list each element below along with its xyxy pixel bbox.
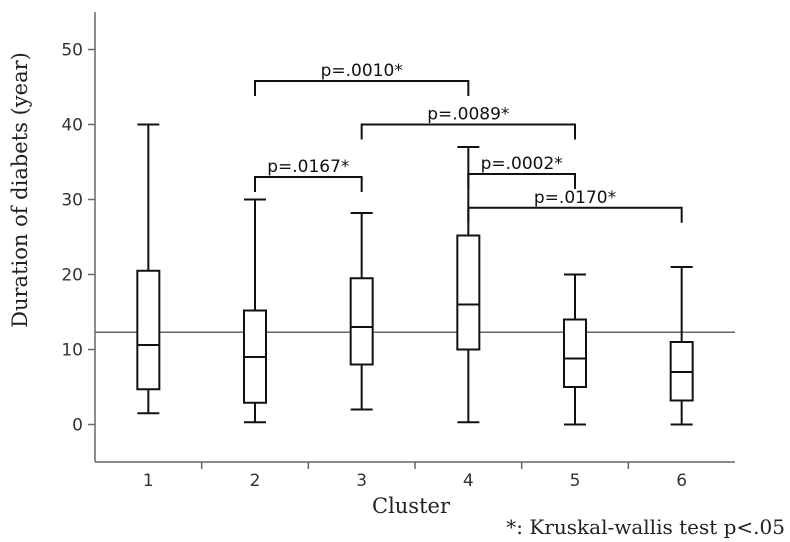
x-tick-label: 1 (143, 471, 154, 491)
comparison-p-value: p=.0002* (481, 154, 563, 174)
box-cluster-6 (671, 267, 693, 425)
y-tick-label: 50 (61, 41, 83, 61)
comparison-p-value: p=.0170* (534, 188, 616, 208)
iqr-box (457, 236, 479, 350)
y-tick-label: 20 (61, 266, 83, 286)
box-cluster-2 (244, 200, 266, 423)
axes: 0 10 20 30 40 50 1 2 3 4 5 6 (61, 12, 735, 491)
comparison-bracket (362, 125, 575, 140)
y-tick-label: 40 (61, 116, 83, 136)
boxes-group (137, 125, 692, 425)
y-tick-label: 10 (61, 341, 83, 361)
x-tick-label: 3 (356, 471, 367, 491)
iqr-box (564, 320, 586, 388)
comparison-p-value: p=.0010* (321, 61, 403, 81)
box-cluster-1 (137, 125, 159, 414)
y-tick-label: 30 (61, 191, 83, 211)
x-tick-label: 6 (676, 471, 687, 491)
comparison-p-value: p=.0089* (427, 105, 509, 125)
y-tick-label: 0 (72, 416, 83, 436)
x-tick-label: 5 (570, 471, 581, 491)
comparison-bracket (468, 174, 575, 189)
iqr-box (137, 271, 159, 390)
y-axis-label: Duration of diabets (year) (8, 52, 32, 328)
comparison-bracket (468, 208, 681, 223)
footnote: *: Kruskal-wallis test p<.05 (506, 515, 785, 539)
iqr-box (351, 278, 373, 364)
box-cluster-3 (351, 213, 373, 410)
comparison-p-value: p=.0167* (267, 157, 349, 177)
comparison-bracket (255, 177, 362, 192)
x-tick-label: 2 (250, 471, 261, 491)
box-cluster-5 (564, 275, 586, 425)
x-tick-label: 4 (463, 471, 474, 491)
x-axis-label: Cluster (372, 494, 451, 518)
comparison-bracket (255, 81, 468, 96)
